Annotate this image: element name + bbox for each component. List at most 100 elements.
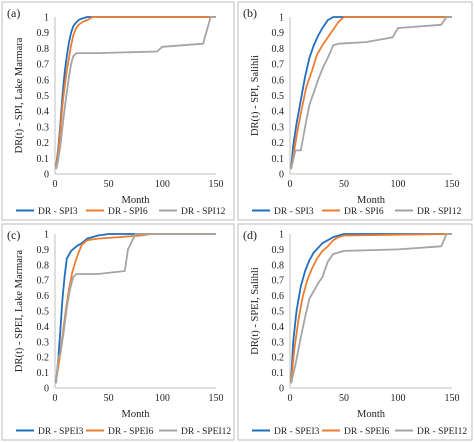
x-tick-label: 0 [53, 179, 58, 190]
y-axis-title: DR(t) - SPI, Salihli [250, 55, 261, 136]
legend-label: DR - SPI3 [38, 207, 78, 217]
y-tick-label: 0.3 [272, 122, 285, 133]
panel-label: (d) [243, 228, 257, 242]
x-tick-label: 100 [155, 393, 170, 404]
y-tick-label: 0.5 [272, 91, 285, 102]
legend-label: DR - SPI12 [181, 207, 226, 217]
series-line-3 [55, 16, 216, 170]
legend-label: DR - SPEI3 [38, 427, 84, 437]
x-tick-label: 50 [339, 179, 349, 190]
series-line-2 [290, 233, 453, 382]
y-tick-label: 0.3 [37, 122, 50, 133]
y-tick-label: 0.4 [272, 107, 285, 118]
y-axis-title: DR(t) - SPEI, Lake Marmara [14, 250, 25, 373]
y-tick-label: 0 [279, 170, 284, 181]
y-tick-label: 0.2 [37, 353, 50, 364]
panel-frame [1, 1, 235, 221]
y-tick-label: 0.1 [37, 368, 50, 379]
y-tick-label: 0.1 [272, 154, 285, 165]
y-tick-label: 0.2 [272, 353, 285, 364]
x-tick-label: 50 [104, 179, 114, 190]
y-tick-label: 0.1 [37, 154, 50, 165]
y-tick-label: 0.4 [37, 107, 50, 118]
legend-label: DR - SPEI3 [274, 427, 320, 437]
y-tick-label: 0.2 [37, 138, 50, 149]
legend-label: DR - SPEI12 [181, 427, 231, 437]
y-tick-label: 0.5 [37, 91, 50, 102]
series-line-1 [290, 233, 452, 382]
series-line-1 [290, 16, 452, 168]
panel-label: (b) [243, 6, 257, 20]
y-tick-label: 0.6 [37, 75, 50, 86]
x-tick-label: 100 [155, 179, 170, 190]
y-tick-label: 0.7 [37, 60, 50, 71]
panel-label: (a) [7, 6, 20, 20]
series-line-1 [55, 16, 216, 167]
chart-panel-b: 0 0.1 0.2 0.3 0.4 0.5 0.6 0.7 0.8 0.9 1 0 50 100 150 Mo… [237, 1, 473, 221]
y-tick-label: 0.4 [37, 322, 50, 333]
panel-frame [1, 223, 235, 441]
x-axis-title: Month [357, 195, 386, 206]
x-tick-label: 50 [339, 393, 349, 404]
y-tick-label: 1 [44, 230, 49, 241]
series-line-3 [290, 233, 452, 384]
y-axis-title: DR(t) - SPI, Lake Marmara [14, 37, 25, 153]
legend-label: DR - SPI6 [108, 207, 148, 217]
y-tick-label: 0.9 [37, 245, 50, 256]
y-tick-label: 1 [279, 13, 284, 24]
panel-frame [237, 223, 473, 441]
x-tick-label: 150 [209, 393, 224, 404]
y-tick-label: 0.8 [37, 260, 50, 271]
y-tick-label: 0.1 [272, 368, 285, 379]
y-tick-label: 0.9 [272, 28, 285, 39]
y-tick-label: 0.4 [272, 322, 285, 333]
x-tick-label: 150 [445, 179, 460, 190]
legend-label: DR - SPI6 [344, 207, 384, 217]
legend-label: DR - SPI3 [274, 207, 314, 217]
series-line-3 [290, 16, 452, 170]
y-tick-label: 0.5 [37, 307, 50, 318]
y-tick-label: 0 [279, 384, 284, 395]
y-tick-label: 0 [44, 384, 49, 395]
y-tick-label: 0.6 [37, 291, 50, 302]
y-tick-label: 0.2 [272, 138, 285, 149]
y-tick-label: 0.8 [272, 44, 285, 55]
y-tick-label: 0.7 [272, 276, 285, 287]
y-tick-label: 0.3 [37, 337, 50, 348]
x-tick-label: 100 [391, 179, 406, 190]
y-tick-label: 0.9 [37, 28, 50, 39]
chart-panel-d: 0 0.1 0.2 0.3 0.4 0.5 0.6 0.7 0.8 0.9 1 0 50 100 150 Mo… [237, 223, 473, 441]
y-tick-label: 0 [44, 170, 49, 181]
chart-panel-c: 0 0.1 0.2 0.3 0.4 0.5 0.6 0.7 0.8 0.9 1 0 50 100 150 Mo… [1, 223, 235, 441]
y-tick-label: 0.6 [272, 291, 285, 302]
x-tick-label: 150 [209, 179, 224, 190]
panel-label: (c) [7, 228, 20, 242]
legend-label: DR - SPI12 [417, 207, 462, 217]
y-tick-label: 0.3 [272, 337, 285, 348]
y-tick-label: 0.7 [37, 276, 50, 287]
x-tick-label: 0 [288, 179, 293, 190]
y-tick-label: 0.6 [272, 75, 285, 86]
y-tick-label: 0.8 [272, 260, 285, 271]
y-tick-label: 0.8 [37, 44, 50, 55]
x-tick-label: 150 [445, 393, 460, 404]
x-axis-title: Month [121, 195, 150, 206]
panel-frame [237, 1, 473, 221]
y-tick-label: 1 [279, 230, 284, 241]
y-tick-label: 1 [44, 13, 49, 24]
legend-label: DR - SPEI6 [108, 427, 154, 437]
x-tick-label: 50 [104, 393, 114, 404]
legend-label: DR - SPEI6 [344, 427, 390, 437]
series-line-1 [55, 233, 216, 382]
series-line-3 [55, 233, 216, 384]
y-tick-label: 0.9 [272, 245, 285, 256]
y-axis-title: DR(t) - SPEI, Salihli [250, 267, 261, 355]
x-axis-title: Month [121, 409, 150, 420]
y-tick-label: 0.7 [272, 60, 285, 71]
series-line-2 [290, 16, 452, 168]
legend-label: DR - SPEI12 [417, 427, 467, 437]
x-tick-label: 0 [53, 393, 58, 404]
x-tick-label: 100 [391, 393, 406, 404]
x-tick-label: 0 [288, 393, 293, 404]
